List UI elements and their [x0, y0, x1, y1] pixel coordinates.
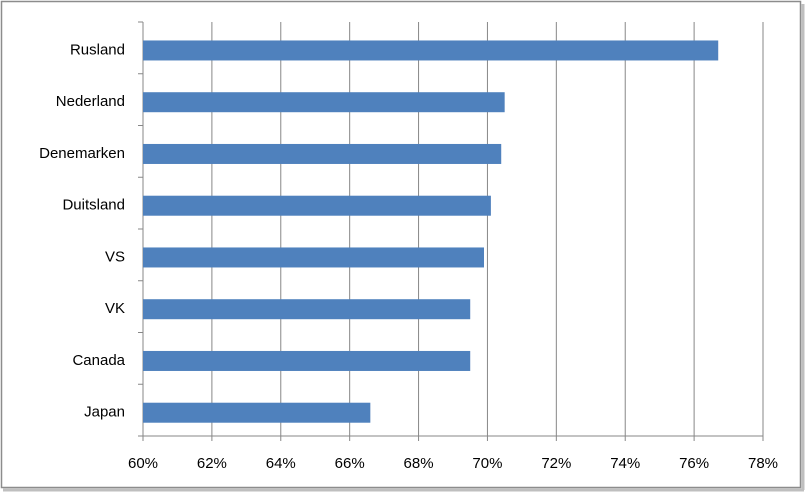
bar [143, 350, 471, 371]
y-tick-label: VK [105, 300, 125, 317]
y-tick-label: Duitsland [62, 197, 125, 214]
x-tick-label: 70% [472, 455, 502, 472]
x-tick-label: 72% [541, 455, 571, 472]
bar [143, 40, 719, 61]
bar [143, 92, 505, 113]
x-tick-label: 62% [197, 455, 227, 472]
x-tick-label: 60% [128, 455, 158, 472]
x-tick-label: 66% [335, 455, 365, 472]
y-tick-label: Rusland [70, 41, 125, 58]
y-tick-label: Denemarken [39, 145, 125, 162]
bar [143, 195, 491, 216]
bar [143, 143, 502, 164]
y-tick-label: Nederland [56, 93, 125, 110]
bar [143, 402, 371, 423]
x-tick-label: 74% [610, 455, 640, 472]
y-tick-label: Japan [84, 404, 125, 421]
y-tick-label: VS [105, 248, 125, 265]
x-tick-label: 64% [266, 455, 296, 472]
y-tick-label: Canada [72, 352, 125, 369]
x-tick-label: 78% [748, 455, 778, 472]
bar [143, 299, 471, 320]
x-tick-label: 76% [679, 455, 709, 472]
x-tick-label: 68% [404, 455, 434, 472]
bar [143, 247, 484, 268]
